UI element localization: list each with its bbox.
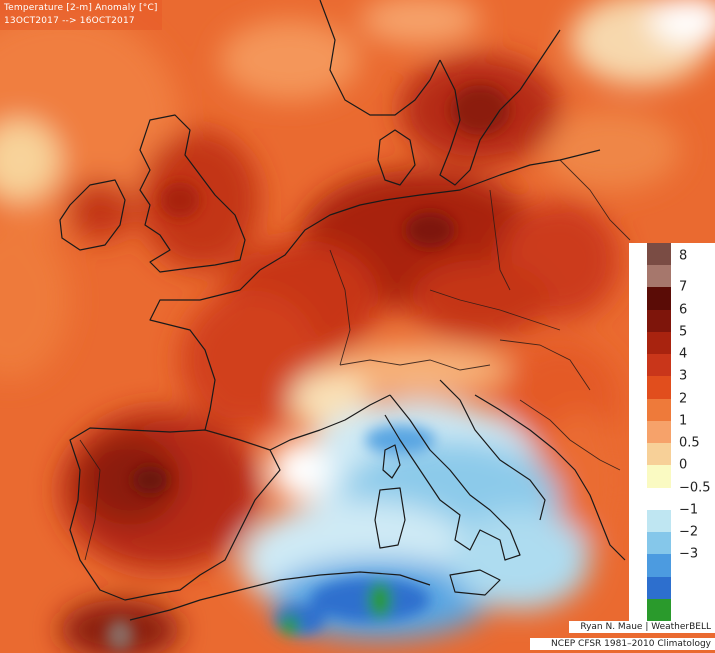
- legend-tick-label: −0.5: [679, 480, 711, 496]
- legend-color-bar: [647, 243, 671, 622]
- balkan-coast: [474, 394, 626, 561]
- legend-swatch: [647, 420, 671, 444]
- border-balkans: [519, 399, 621, 471]
- border-hungary: [499, 339, 591, 391]
- continental-north-coast: [259, 149, 601, 271]
- legend-swatch: [647, 376, 671, 400]
- color-legend: 8 7 6 5 4 3 2 1 0.5 0 −0.5 −1 −2 −3: [629, 243, 715, 622]
- legend-tick-label: 0: [679, 457, 688, 473]
- legend-tick-label: 8: [679, 248, 688, 264]
- map-title-box: Temperature [2-m] Anomaly [°C] 13OCT2017…: [0, 0, 162, 30]
- border-czech-austria: [429, 289, 561, 331]
- border-france-spain: [204, 429, 271, 451]
- legend-swatch: [647, 287, 671, 311]
- legend-swatch: [647, 243, 671, 266]
- date-range: 13OCT2017 --> 16OCT2017: [4, 16, 135, 26]
- great-britain-coast: [139, 114, 246, 273]
- border-germany-poland: [489, 189, 511, 291]
- italy-east-coast: [439, 379, 546, 521]
- legend-swatch: [647, 465, 671, 489]
- legend-swatch: [647, 487, 671, 511]
- climatology-credit: NCEP CFSR 1981–2010 Climatology: [530, 638, 715, 650]
- legend-swatch: [647, 265, 671, 288]
- sweden-coast: [439, 29, 561, 186]
- legend-swatch: [647, 443, 671, 466]
- legend-swatch: [647, 309, 671, 333]
- legend-tick-label: 7: [679, 279, 688, 295]
- france-west-coast: [149, 269, 261, 431]
- gulf-of-lion-coast: [269, 394, 391, 451]
- north-africa-coast: [129, 571, 431, 621]
- italy-coast: [384, 394, 521, 561]
- legend-swatch: [647, 554, 671, 578]
- legend-swatch: [647, 532, 671, 555]
- legend-swatch: [647, 331, 671, 355]
- sicily-coast: [449, 569, 501, 596]
- border-baltic-states: [559, 159, 631, 241]
- iberia-coast: [69, 427, 281, 601]
- ireland-coast: [59, 179, 126, 251]
- country-borders: [79, 159, 631, 561]
- legend-tick-label: 6: [679, 302, 688, 318]
- norway-coast: [319, 0, 441, 116]
- legend-swatch: [647, 598, 671, 622]
- legend-tick-label: 3: [679, 368, 688, 384]
- legend-swatch: [647, 354, 671, 377]
- legend-tick-label: −1: [679, 502, 699, 518]
- anomaly-detail: [106, 85, 510, 651]
- legend-tick-label: −3: [679, 546, 699, 562]
- map-title: Temperature [2-m] Anomaly [°C]: [4, 3, 158, 13]
- corsica-coast: [382, 444, 401, 479]
- border-france-germany: [329, 249, 351, 366]
- legend-swatch: [647, 576, 671, 600]
- denmark-coast: [377, 129, 416, 186]
- border-alps: [339, 359, 491, 371]
- legend-swatch: [647, 398, 671, 422]
- author-credit: Ryan N. Maue | WeatherBELL: [569, 621, 715, 633]
- legend-tick-label: 4: [679, 346, 688, 362]
- coastlines: [59, 0, 626, 621]
- border-portugal: [79, 439, 101, 561]
- legend-tick-label: 5: [679, 324, 688, 340]
- legend-tick-label: −2: [679, 524, 699, 540]
- legend-tick-label: 0.5: [679, 435, 700, 451]
- legend-swatch: [647, 509, 671, 533]
- legend-tick-label: 1: [679, 413, 688, 429]
- sardinia-coast: [374, 487, 406, 549]
- legend-tick-label: 2: [679, 391, 688, 407]
